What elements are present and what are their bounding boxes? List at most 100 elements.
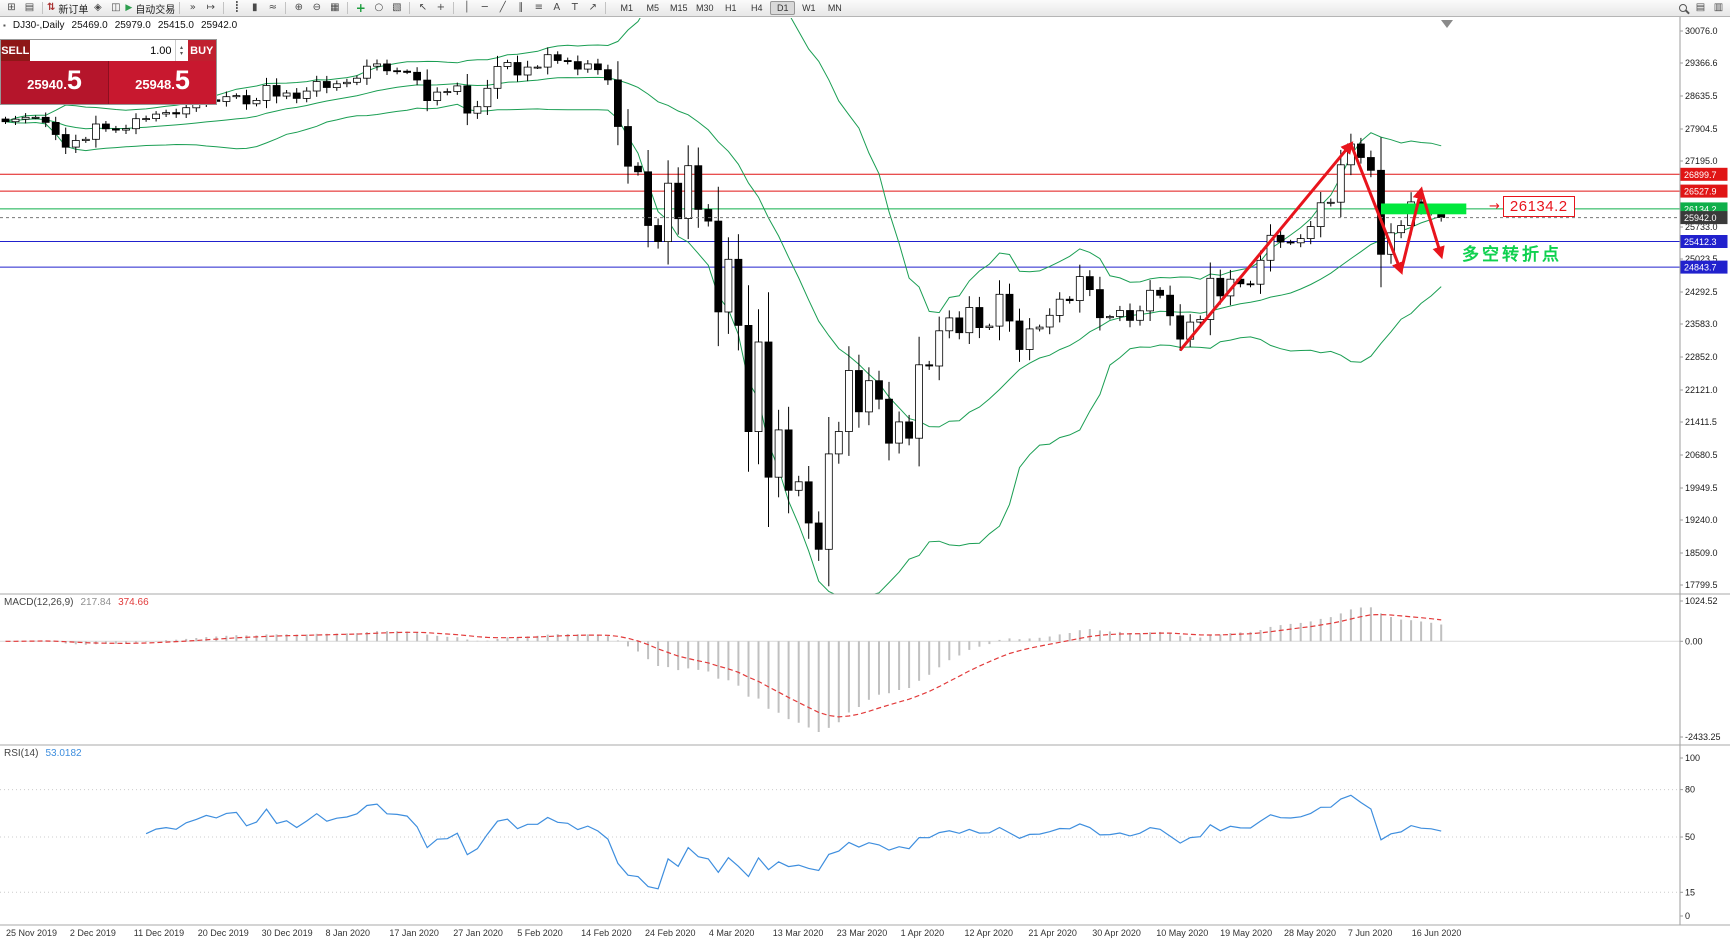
main-chart-panel[interactable]	[0, 0, 1680, 601]
vertical-line-button[interactable]: │	[458, 1, 475, 16]
candle-chart-button[interactable]: ▮	[246, 1, 263, 16]
candle	[694, 165, 703, 210]
volume-down-button[interactable]: ▾	[179, 50, 183, 57]
volume-input[interactable]	[29, 40, 175, 61]
buy-price-panel[interactable]: 25948. 5	[108, 61, 216, 104]
turning-point-label[interactable]: 多空转折点	[1462, 245, 1562, 264]
price-axis-label: 22852.0	[1685, 352, 1718, 362]
timeframe-m1-button[interactable]: M1	[614, 1, 639, 15]
candle	[674, 182, 683, 220]
new-order-button[interactable]: ⇅ 新订单	[47, 1, 88, 16]
candle	[1156, 289, 1164, 296]
trend-arrow[interactable]	[1419, 189, 1445, 260]
data-window-button[interactable]: ▤	[1692, 1, 1709, 16]
new-chart-icon: ⊞	[7, 2, 16, 13]
line-chart-icon: ≈	[268, 2, 277, 13]
time-axis-label: 20 Dec 2019	[198, 928, 249, 938]
candle	[352, 77, 361, 83]
price-badge	[1680, 235, 1728, 248]
periods-button[interactable]: ○	[370, 1, 387, 16]
navigator-button[interactable]: ▥	[1710, 1, 1727, 16]
new-chart-button[interactable]: ⊞	[3, 1, 20, 16]
buy-price: 25948.	[135, 77, 175, 92]
market-button[interactable]: ◈	[89, 1, 106, 16]
candle	[433, 91, 442, 101]
line-chart-button[interactable]: ≈	[264, 1, 281, 16]
candle	[523, 66, 532, 76]
auto-scroll-button[interactable]: »	[184, 1, 201, 16]
label-tool-button[interactable]: T	[566, 1, 583, 16]
candle	[915, 364, 923, 439]
candle	[513, 62, 522, 76]
candle	[1045, 314, 1054, 328]
channel-button[interactable]: ∥	[512, 1, 529, 16]
candle	[182, 107, 191, 115]
candle	[724, 258, 733, 313]
price-badge-label: 25942.0	[1684, 213, 1717, 223]
fibonacci-button[interactable]: ≡	[530, 1, 547, 16]
trend-arrow[interactable]	[1179, 141, 1354, 352]
ohlc-high: 25979.0	[114, 20, 151, 31]
sell-button[interactable]: SELL	[1, 40, 30, 61]
candle	[774, 429, 783, 478]
templates-button[interactable]: ▧	[388, 1, 405, 16]
symbol-search-button[interactable]	[1674, 1, 1691, 16]
bar-chart-button[interactable]: ┋	[228, 1, 245, 16]
horizontal-line-button[interactable]: ─	[476, 1, 493, 16]
candle	[252, 100, 261, 105]
candle	[332, 83, 341, 89]
candle	[453, 85, 462, 92]
trend-arrow[interactable]	[1349, 143, 1404, 275]
candle	[543, 54, 552, 68]
time-axis-label: 11 Dec 2019	[134, 928, 184, 938]
trendline-button[interactable]: ╱	[494, 1, 511, 16]
zoom-out-button[interactable]: ⊖	[308, 1, 325, 16]
tile-windows-button[interactable]: ▦	[326, 1, 343, 16]
sell-price-panel[interactable]: 25940. 5	[1, 61, 108, 104]
price-callout[interactable]: → 26134.2	[1489, 196, 1575, 217]
cursor-button[interactable]: ↖	[414, 1, 431, 16]
time-axis-label: 7 Jun 2020	[1348, 928, 1393, 938]
volume-up-button[interactable]: ▴	[179, 44, 183, 51]
macd-signal-line	[5, 613, 1442, 718]
text-tool-button[interactable]: A	[548, 1, 565, 16]
time-axis-label: 21 Apr 2020	[1028, 928, 1077, 938]
indicators-button[interactable]: +	[352, 1, 369, 16]
timeframe-h1-button[interactable]: H1	[718, 1, 743, 15]
candle	[503, 62, 512, 67]
metaeditor-button[interactable]: ◫	[107, 1, 124, 16]
chart-shift-button[interactable]: ↦	[202, 1, 219, 16]
chart-shift-marker[interactable]	[1441, 20, 1453, 28]
symbol-title: DJ30-,Daily	[12, 20, 65, 31]
candle	[583, 63, 592, 70]
profiles-icon: ▤	[24, 2, 35, 13]
trend-arrow[interactable]	[1399, 186, 1426, 272]
algo-trading-button[interactable]: ▶ 自动交易	[125, 1, 175, 16]
timeframe-w1-button[interactable]: W1	[796, 1, 821, 15]
candle	[1106, 316, 1114, 319]
timeframe-m5-button[interactable]: M5	[640, 1, 665, 15]
price-axis-label: 0.00	[1685, 636, 1703, 646]
time-axis-label: 5 Feb 2020	[517, 928, 563, 938]
buy-button[interactable]: BUY	[187, 40, 216, 61]
candle	[132, 118, 140, 130]
time-axis-label: 13 Mar 2020	[773, 928, 824, 938]
timeframe-m30-button[interactable]: M30	[692, 1, 717, 15]
timeframe-mn-button[interactable]: MN	[822, 1, 847, 15]
vertical-line-icon: │	[463, 2, 470, 13]
profiles-button[interactable]: ▤	[21, 1, 38, 16]
crosshair-button[interactable]: +	[432, 1, 449, 16]
highlight-bar[interactable]	[1381, 203, 1467, 215]
arrows-tool-button[interactable]: ↗	[584, 1, 601, 16]
zoom-in-button[interactable]: ⊕	[290, 1, 307, 16]
channel-icon: ∥	[518, 2, 524, 13]
macd-panel[interactable]	[0, 607, 1680, 732]
cursor-icon: ↖	[418, 2, 427, 13]
rsi-panel[interactable]	[0, 789, 1680, 893]
rsi-line	[145, 794, 1442, 890]
timeframe-h4-button[interactable]: H4	[744, 1, 769, 15]
timeframe-m15-button[interactable]: M15	[666, 1, 691, 15]
timeframe-d1-button[interactable]: D1	[770, 1, 796, 15]
candle	[272, 85, 281, 97]
